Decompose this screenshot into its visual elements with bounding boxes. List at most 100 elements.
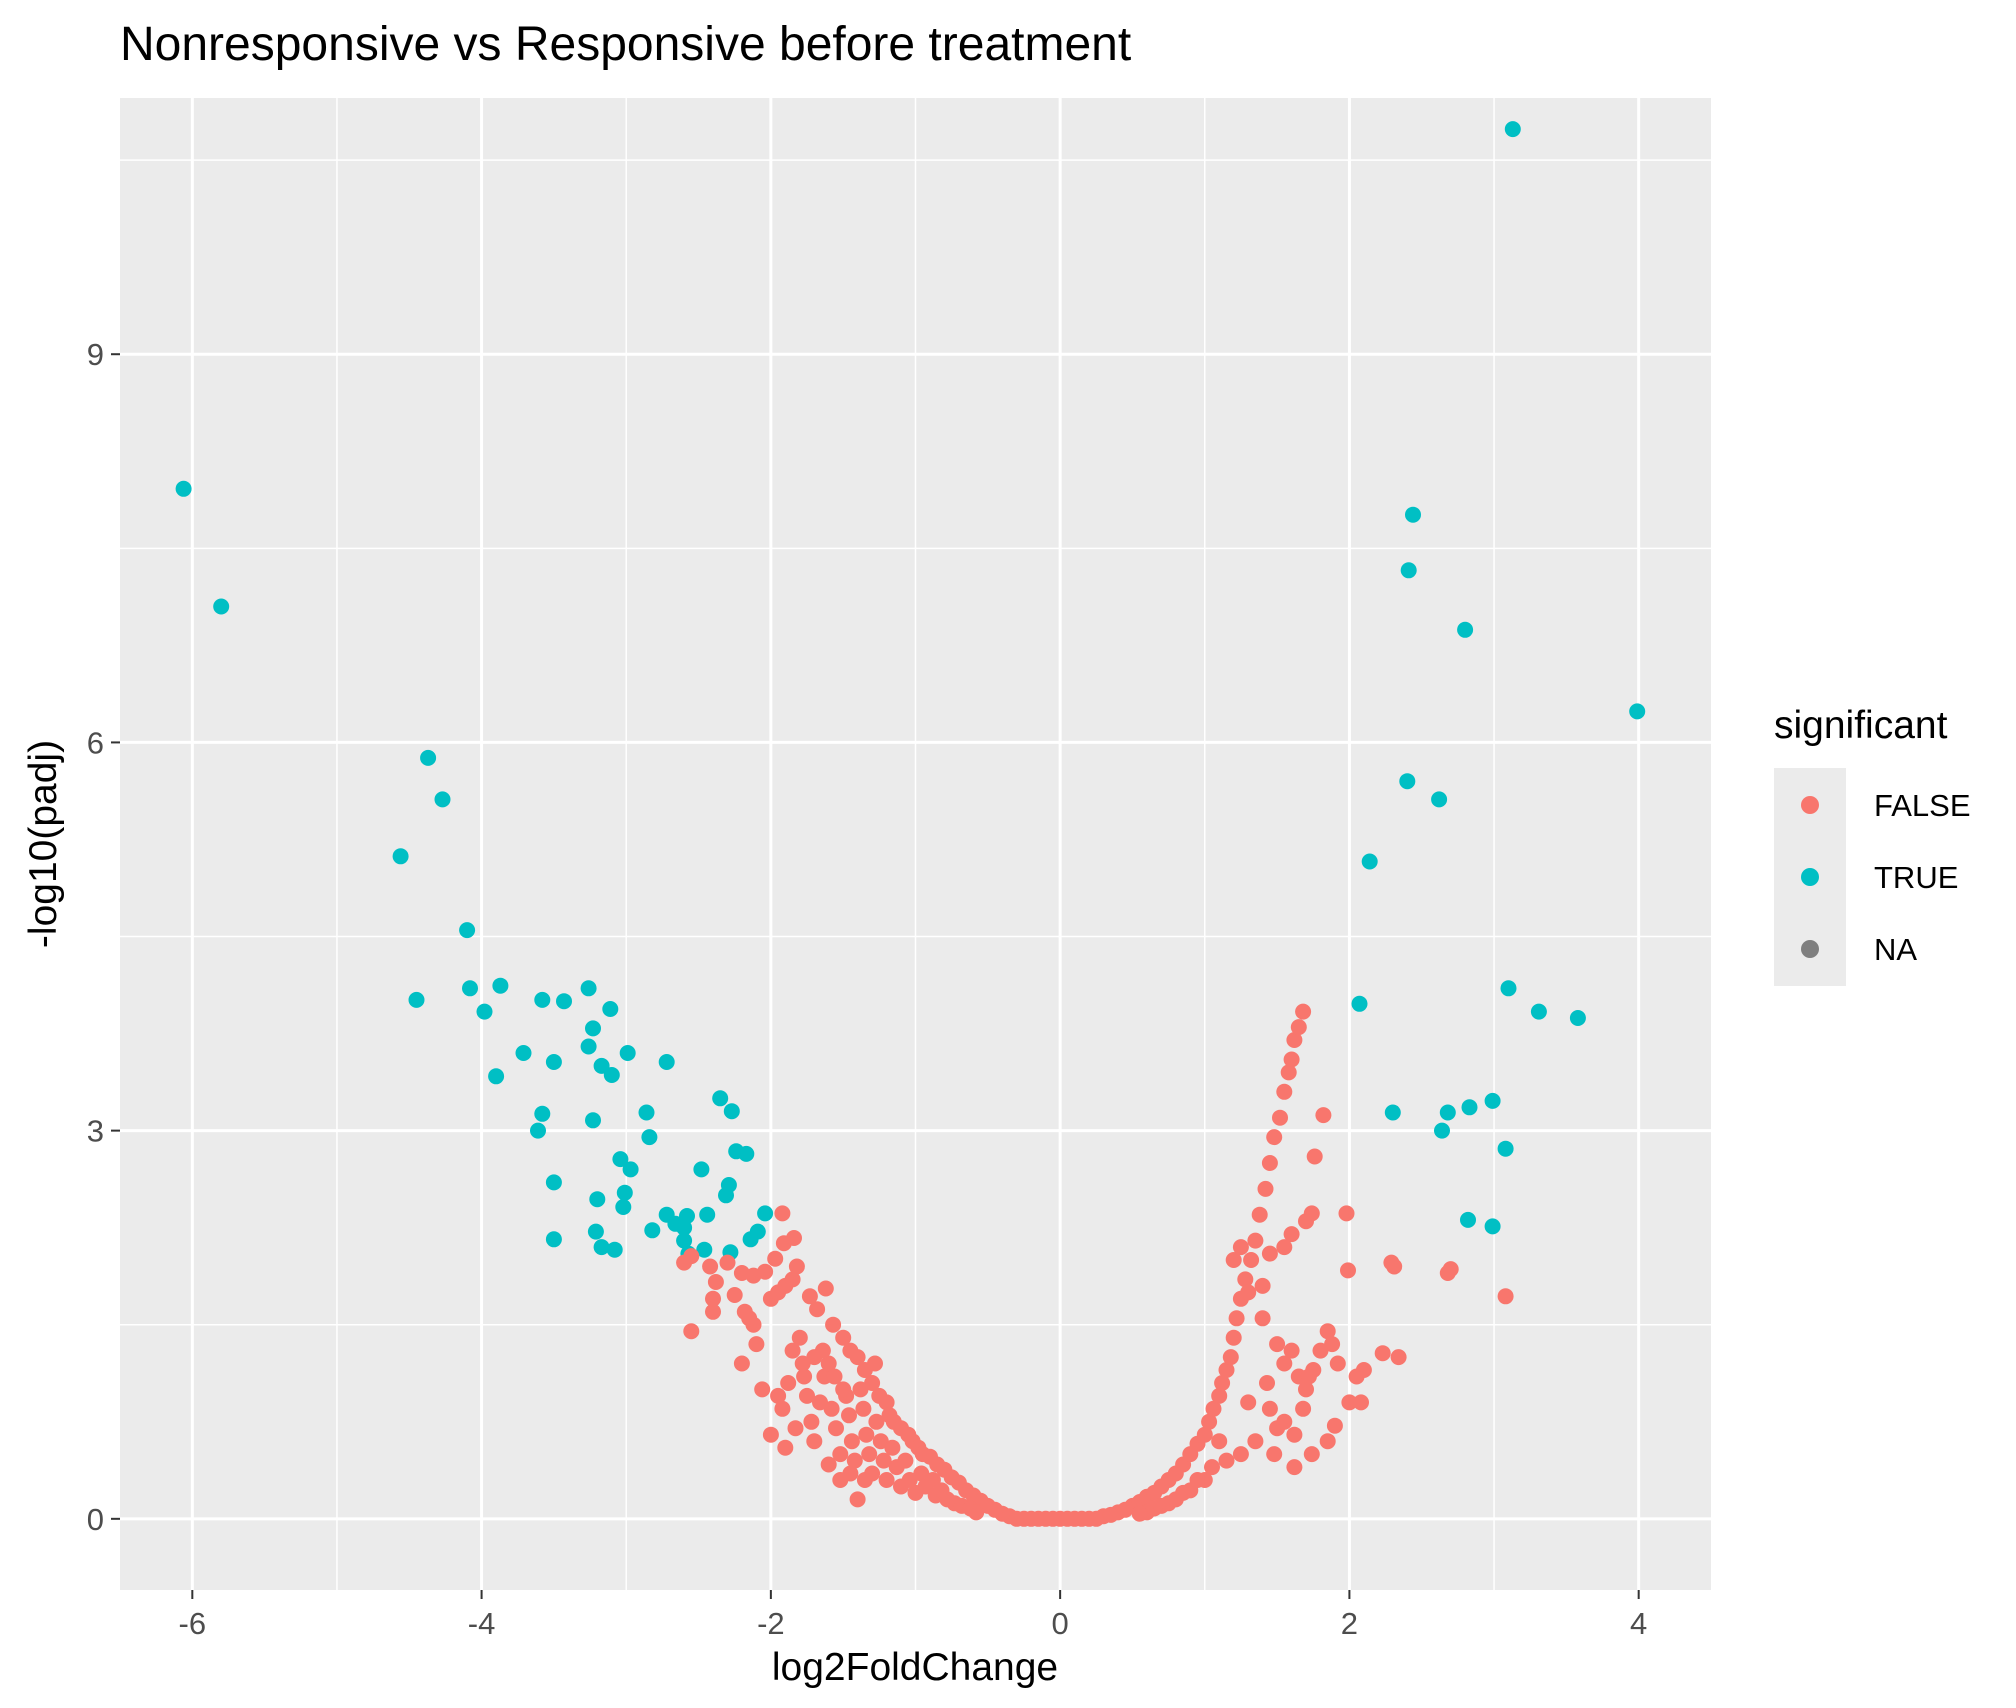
- point-false: [733, 1355, 750, 1372]
- point-false: [705, 1303, 721, 1320]
- point-true: [1530, 1003, 1547, 1020]
- point-true: [545, 1174, 562, 1191]
- point-false: [1390, 1349, 1407, 1366]
- point-false: [1211, 1433, 1228, 1450]
- point-true: [693, 1161, 710, 1178]
- point-true: [434, 791, 451, 808]
- point-false: [1355, 1362, 1372, 1378]
- point-true: [1504, 121, 1521, 138]
- point-false: [1303, 1205, 1320, 1222]
- point-true: [723, 1103, 740, 1120]
- point-false: [1312, 1342, 1329, 1359]
- point-true: [718, 1187, 734, 1204]
- point-false: [767, 1250, 784, 1267]
- point-false: [1218, 1362, 1235, 1378]
- legend-label-false: FALSE: [1874, 788, 1971, 823]
- point-false: [803, 1413, 820, 1430]
- point-false: [741, 1310, 758, 1327]
- point-false: [784, 1271, 801, 1288]
- point-false: [1218, 1452, 1235, 1469]
- point-true: [1439, 1104, 1456, 1121]
- point-false: [1211, 1387, 1228, 1404]
- point-true: [593, 1239, 610, 1256]
- point-false: [968, 1504, 985, 1521]
- point-false: [835, 1329, 852, 1346]
- point-false: [825, 1316, 842, 1333]
- legend-title: significant: [1774, 704, 1948, 747]
- point-true: [619, 1045, 636, 1061]
- point-true: [545, 1054, 562, 1070]
- y-tick-label: 3: [87, 1114, 104, 1149]
- point-false: [878, 1472, 895, 1488]
- point-false: [1286, 1426, 1303, 1443]
- point-false: [1497, 1288, 1514, 1305]
- point-true: [1460, 1211, 1476, 1228]
- point-false: [878, 1394, 895, 1411]
- point-false: [774, 1205, 791, 1222]
- point-true: [1361, 853, 1378, 870]
- point-false: [719, 1254, 736, 1271]
- point-false: [1251, 1206, 1268, 1223]
- point-false: [843, 1433, 860, 1450]
- point-false: [801, 1288, 818, 1305]
- point-false: [826, 1368, 843, 1385]
- point-false: [1276, 1083, 1293, 1100]
- point-false: [867, 1355, 883, 1372]
- point-true: [534, 1105, 551, 1122]
- point-false: [1298, 1381, 1314, 1398]
- legend-entries: FALSE TRUE NA: [1801, 788, 1971, 967]
- point-true: [615, 1199, 632, 1215]
- point-true: [602, 1001, 619, 1017]
- point-false: [733, 1265, 750, 1281]
- point-true: [545, 1231, 562, 1248]
- point-false: [1340, 1262, 1356, 1279]
- y-axis: 0 3 6 9: [87, 337, 120, 1537]
- point-false: [1204, 1459, 1220, 1476]
- point-true: [1629, 703, 1646, 720]
- x-tick-label: 0: [1052, 1606, 1069, 1641]
- legend-label-na: NA: [1874, 932, 1917, 967]
- point-false: [1247, 1433, 1264, 1450]
- point-false: [1240, 1394, 1257, 1411]
- point-false: [875, 1452, 892, 1469]
- point-false: [774, 1400, 791, 1417]
- point-true: [515, 1045, 532, 1061]
- point-false: [1286, 1459, 1303, 1476]
- point-true: [644, 1222, 661, 1239]
- point-false: [1237, 1271, 1254, 1288]
- point-false: [1131, 1505, 1148, 1522]
- point-false: [1243, 1252, 1260, 1268]
- point-true: [1405, 506, 1421, 523]
- point-false: [1386, 1258, 1403, 1275]
- point-true: [534, 991, 551, 1008]
- point-false: [849, 1349, 866, 1366]
- point-false: [820, 1355, 837, 1372]
- point-false: [1261, 1155, 1278, 1171]
- point-false: [1303, 1446, 1320, 1463]
- point-true: [392, 848, 409, 865]
- point-true: [676, 1232, 693, 1249]
- point-true: [213, 598, 230, 615]
- point-false: [1232, 1239, 1249, 1256]
- point-true: [420, 749, 437, 766]
- point-false: [1214, 1375, 1231, 1391]
- point-false: [1254, 1310, 1271, 1327]
- point-false: [1201, 1413, 1218, 1430]
- x-tick-label: -6: [179, 1606, 207, 1641]
- point-false: [1205, 1400, 1222, 1417]
- point-true: [616, 1184, 633, 1201]
- point-false: [1338, 1205, 1355, 1222]
- point-false: [770, 1387, 787, 1404]
- chart-title: Nonresponsive vs Responsive before treat…: [120, 18, 1131, 71]
- point-false: [1196, 1426, 1213, 1443]
- point-false: [707, 1274, 724, 1290]
- point-true: [1431, 791, 1448, 808]
- point-false: [901, 1472, 918, 1488]
- x-tick-label: -2: [757, 1606, 785, 1641]
- point-false: [1374, 1345, 1391, 1362]
- point-false: [1306, 1148, 1323, 1165]
- point-true: [488, 1068, 505, 1085]
- point-false: [1276, 1355, 1293, 1372]
- minor-gridlines: [120, 98, 1711, 1590]
- point-true: [492, 977, 509, 994]
